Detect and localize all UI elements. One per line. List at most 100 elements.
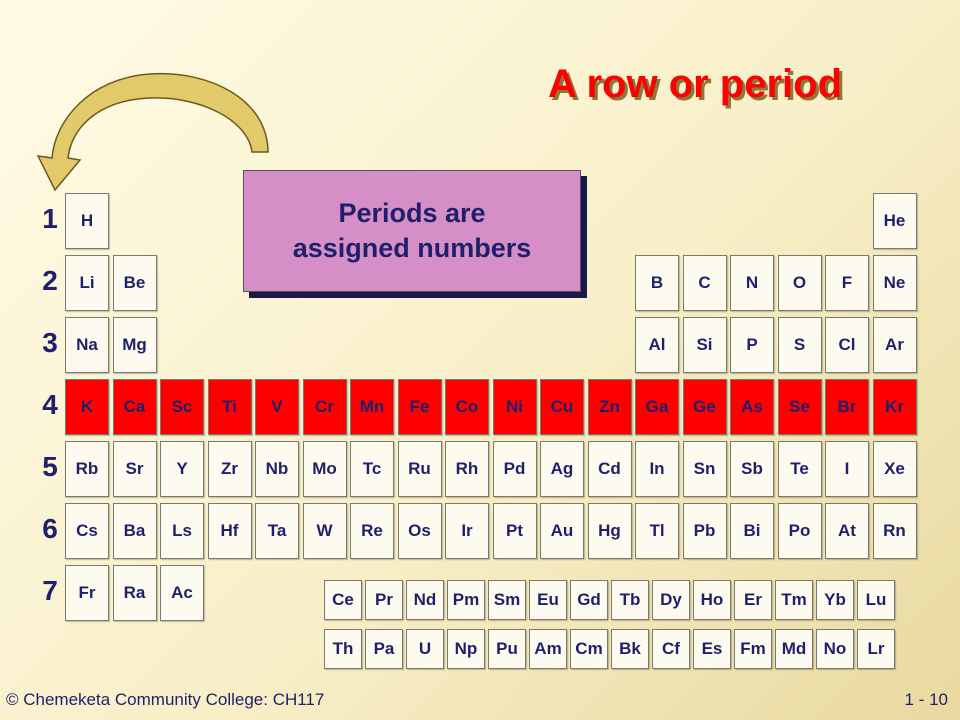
element-cell-f: F xyxy=(825,255,869,311)
element-cell-b: B xyxy=(635,255,679,311)
element-cell-li: Li xyxy=(65,255,109,311)
element-cell-k: K xyxy=(65,379,109,435)
element-cell-au: Au xyxy=(540,503,584,559)
element-cell-br: Br xyxy=(825,379,869,435)
element-cell-zn: Zn xyxy=(587,379,632,435)
element-cell-gd: Gd xyxy=(570,580,608,620)
footer-copyright: © Chemeketa Community College: CH117 xyxy=(6,690,325,709)
element-cell-bi: Bi xyxy=(730,503,774,559)
element-cell-c: C xyxy=(682,255,727,311)
element-cell-zr: Zr xyxy=(207,441,252,497)
element-cell-ca: Ca xyxy=(112,379,157,435)
element-cell-he: He xyxy=(872,193,917,249)
element-cell-fr: Fr xyxy=(65,565,109,621)
element-cell-yb: Yb xyxy=(816,580,854,620)
element-cell-s: S xyxy=(777,317,822,373)
element-cell-ac: Ac xyxy=(160,565,204,621)
element-cell-es: Es xyxy=(693,629,731,669)
element-cell-ba: Ba xyxy=(112,503,157,559)
element-cell-h: H xyxy=(65,193,109,249)
element-cell-sr: Sr xyxy=(112,441,157,497)
element-cell-cl: Cl xyxy=(825,317,869,373)
element-cell-si: Si xyxy=(682,317,727,373)
period-number-7: 7 xyxy=(42,575,58,606)
element-cell-ni: Ni xyxy=(492,379,537,435)
element-cell-in: In xyxy=(635,441,679,497)
element-cell-no: No xyxy=(816,629,854,669)
curved-arrow-icon xyxy=(36,72,269,192)
element-cell-ir: Ir xyxy=(445,503,489,559)
element-cell-hf: Hf xyxy=(207,503,252,559)
element-cell-pa: Pa xyxy=(365,629,403,669)
element-cell-tb: Tb xyxy=(611,580,649,620)
element-cell-cr: Cr xyxy=(302,379,347,435)
element-cell-hg: Hg xyxy=(587,503,632,559)
slide-title: A row or period xyxy=(547,62,843,106)
element-cell-er: Er xyxy=(734,580,772,620)
element-cell-re: Re xyxy=(350,503,394,559)
element-cell-u: U xyxy=(406,629,444,669)
element-cell-p: P xyxy=(730,317,774,373)
element-cell-pr: Pr xyxy=(365,580,403,620)
element-cell-w: W xyxy=(302,503,347,559)
element-cell-sn: Sn xyxy=(682,441,727,497)
element-cell-se: Se xyxy=(777,379,822,435)
element-cell-cu: Cu xyxy=(540,379,584,435)
element-cell-fm: Fm xyxy=(734,629,772,669)
element-cell-n: N xyxy=(730,255,774,311)
element-cell-kr: Kr xyxy=(872,379,917,435)
element-cell-sc: Sc xyxy=(160,379,204,435)
callout-box: Periods are assigned numbers xyxy=(243,170,581,292)
element-cell-tl: Tl xyxy=(635,503,679,559)
element-cell-ge: Ge xyxy=(682,379,727,435)
element-cell-tc: Tc xyxy=(350,441,394,497)
element-cell-be: Be xyxy=(112,255,157,311)
period-number-5: 5 xyxy=(42,451,58,482)
element-cell-am: Am xyxy=(529,629,567,669)
element-cell-po: Po xyxy=(777,503,822,559)
element-cell-cm: Cm xyxy=(570,629,608,669)
element-cell-tm: Tm xyxy=(775,580,813,620)
element-cell-mg: Mg xyxy=(112,317,157,373)
element-cell-at: At xyxy=(825,503,869,559)
element-cell-na: Na xyxy=(65,317,109,373)
element-cell-co: Co xyxy=(445,379,489,435)
element-cell-bk: Bk xyxy=(611,629,649,669)
element-cell-ag: Ag xyxy=(540,441,584,497)
element-cell-fe: Fe xyxy=(397,379,442,435)
element-cell-nd: Nd xyxy=(406,580,444,620)
element-cell-np: Np xyxy=(447,629,485,669)
element-cell-os: Os xyxy=(397,503,442,559)
element-cell-xe: Xe xyxy=(872,441,917,497)
element-cell-ce: Ce xyxy=(324,580,362,620)
element-cell-ti: Ti xyxy=(207,379,252,435)
element-cell-eu: Eu xyxy=(529,580,567,620)
element-cell-ga: Ga xyxy=(635,379,679,435)
element-cell-dy: Dy xyxy=(652,580,690,620)
element-cell-pd: Pd xyxy=(492,441,537,497)
element-cell-al: Al xyxy=(635,317,679,373)
element-cell-ne: Ne xyxy=(872,255,917,311)
element-cell-ho: Ho xyxy=(693,580,731,620)
element-cell-v: V xyxy=(255,379,299,435)
element-cell-ru: Ru xyxy=(397,441,442,497)
element-cell-i: I xyxy=(825,441,869,497)
element-cell-mo: Mo xyxy=(302,441,347,497)
element-cell-ra: Ra xyxy=(112,565,157,621)
element-cell-th: Th xyxy=(324,629,362,669)
element-cell-o: O xyxy=(777,255,822,311)
page-number: 1 - 10 xyxy=(904,690,948,709)
callout-text: Periods are assigned numbers xyxy=(292,197,532,263)
element-cell-rn: Rn xyxy=(872,503,917,559)
element-cell-pb: Pb xyxy=(682,503,727,559)
element-cell-pu: Pu xyxy=(488,629,526,669)
period-number-6: 6 xyxy=(42,513,58,544)
element-cell-ta: Ta xyxy=(255,503,299,559)
element-cell-sm: Sm xyxy=(488,580,526,620)
element-cell-cf: Cf xyxy=(652,629,690,669)
element-cell-mn: Mn xyxy=(350,379,394,435)
element-cell-ar: Ar xyxy=(872,317,917,373)
element-cell-nb: Nb xyxy=(255,441,299,497)
element-cell-rh: Rh xyxy=(445,441,489,497)
